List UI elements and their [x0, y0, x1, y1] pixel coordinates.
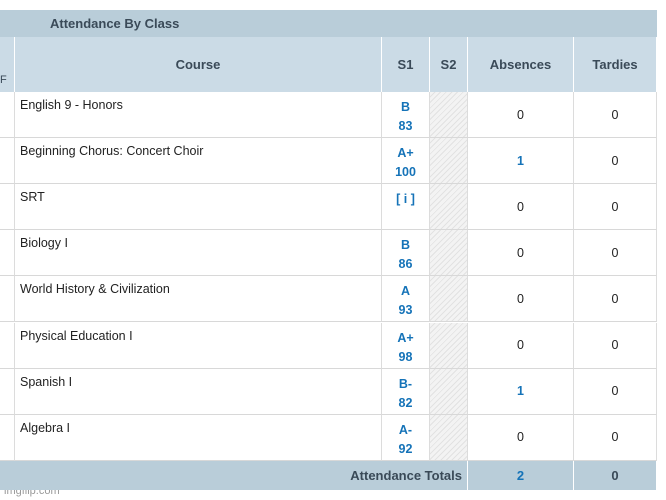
edge-cell — [0, 276, 15, 323]
tardies: 0 — [574, 138, 657, 185]
absences: 0 — [468, 322, 574, 369]
grade-score: 98 — [398, 349, 413, 364]
edge-cell — [0, 184, 15, 231]
absences: 0 — [468, 414, 574, 461]
course-name: Algebra I — [15, 414, 382, 461]
course-name: English 9 - Honors — [15, 92, 382, 138]
absences: 0 — [468, 230, 574, 277]
grade-score: 86 — [398, 257, 413, 272]
absences: 0 — [468, 184, 574, 231]
s2-cell — [430, 276, 468, 323]
letter-grade[interactable]: B- — [398, 376, 413, 391]
column-header: Tardies — [574, 37, 657, 92]
course-name: Beginning Chorus: Concert Choir — [15, 138, 382, 185]
tardies: 0 — [574, 322, 657, 369]
grade-score: 82 — [398, 395, 413, 410]
grade-cell: A- 92 — [382, 414, 430, 461]
course-name: Biology I — [15, 230, 382, 277]
course-name: World History & Civilization — [15, 276, 382, 323]
letter-grade[interactable]: A — [400, 284, 411, 299]
grade-cell: B 83 — [382, 92, 430, 138]
tardies: 0 — [574, 184, 657, 231]
s2-cell — [430, 230, 468, 277]
edge-cell — [0, 414, 15, 461]
column-header: S2 — [430, 37, 468, 92]
column-header: Course — [15, 37, 382, 92]
edge-cell — [0, 138, 15, 185]
tardies: 0 — [574, 368, 657, 415]
letter-grade[interactable]: A- — [398, 422, 413, 437]
column-header: S1 — [382, 37, 430, 92]
grade-cell: A+ 98 — [382, 322, 430, 369]
grade-cell: A+ 100 — [382, 138, 430, 185]
absences: 0 — [468, 276, 574, 323]
edge-cell — [0, 92, 15, 138]
grade-cell: A 93 — [382, 276, 430, 323]
grade-score: 83 — [398, 119, 413, 133]
letter-grade[interactable]: [ i ] — [396, 192, 415, 207]
s2-cell — [430, 368, 468, 415]
letter-grade[interactable]: A+ — [397, 146, 414, 161]
s2-cell — [430, 138, 468, 185]
grade-score: 92 — [398, 441, 413, 456]
edge-cell — [0, 368, 15, 415]
s2-cell — [430, 322, 468, 369]
grade-cell: B- 82 — [382, 368, 430, 415]
grade-cell: [ i ] — [382, 184, 430, 231]
s2-cell — [430, 92, 468, 138]
column-header: Absences — [468, 37, 574, 92]
grade-score: 93 — [398, 303, 413, 318]
tardies: 0 — [574, 230, 657, 277]
grade-score: 100 — [395, 165, 416, 180]
edge-header: F — [0, 37, 15, 92]
letter-grade[interactable]: A+ — [397, 330, 414, 345]
edge-cell — [0, 322, 15, 369]
course-name: SRT — [15, 184, 382, 231]
letter-grade[interactable]: B — [400, 100, 411, 114]
total-tardies: 0 — [574, 461, 657, 490]
table-title: Attendance By Class — [0, 10, 657, 37]
edge-cell — [0, 230, 15, 277]
tardies: 0 — [574, 92, 657, 138]
s2-cell — [430, 414, 468, 461]
tardies: 0 — [574, 414, 657, 461]
course-name: Spanish I — [15, 368, 382, 415]
s2-cell — [430, 184, 468, 231]
absences[interactable]: 1 — [468, 138, 574, 185]
total-absences: 2 — [468, 461, 574, 490]
tardies: 0 — [574, 276, 657, 323]
totals-label: Attendance Totals — [0, 461, 468, 490]
absences: 0 — [468, 92, 574, 138]
absences[interactable]: 1 — [468, 368, 574, 415]
course-name: Physical Education I — [15, 322, 382, 369]
grade-cell: B 86 — [382, 230, 430, 277]
letter-grade[interactable]: B — [400, 238, 411, 253]
